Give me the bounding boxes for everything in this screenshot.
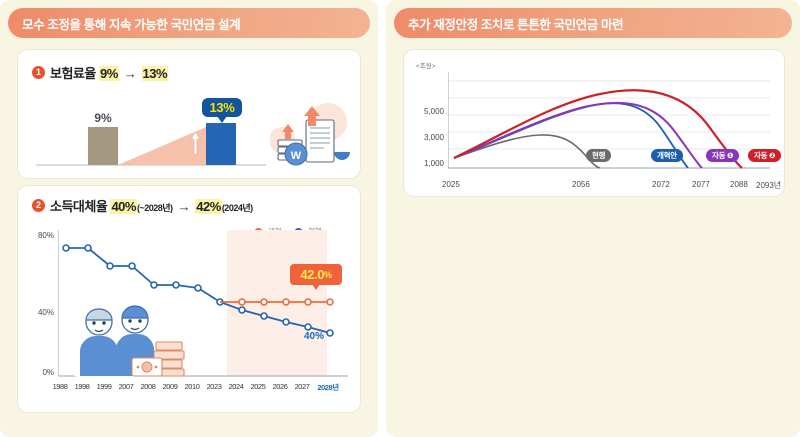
x-tick-2010: 2010 bbox=[184, 382, 200, 391]
card2-caption: 2 소득대체율 40%(~2028년) → 42%(2024년) bbox=[32, 196, 253, 215]
ramp-shape bbox=[118, 127, 206, 165]
series-auto1-curve bbox=[453, 101, 703, 169]
income-replacement-plot bbox=[58, 230, 348, 378]
card2-value-to-note: (2024년) bbox=[221, 203, 253, 213]
card1-value-from: 9% bbox=[98, 66, 119, 81]
x-tick-2024: 2024 bbox=[228, 382, 244, 391]
y-axis-label-0: 0% bbox=[42, 368, 54, 377]
pill-auto-2: 자동 ❷ bbox=[748, 149, 782, 162]
card2-value-from: 40% bbox=[110, 199, 137, 214]
bar-callout-13: 13% bbox=[202, 98, 242, 123]
card1-caption: 1 보험료율 9% → 13% bbox=[32, 63, 169, 82]
card-contribution-rate: 1 보험료율 9% → 13% 9% 13% bbox=[18, 50, 360, 178]
right-panel-header: 추가 재정안정 조치로 튼튼한 국민연금 마련 bbox=[394, 8, 792, 38]
x-tick-2077-proj: 2077 bbox=[692, 180, 710, 189]
x-tick-2025-proj: 2025 bbox=[442, 180, 460, 189]
series-current-curve bbox=[453, 134, 601, 169]
x-tick-2026: 2026 bbox=[272, 382, 288, 391]
card2-number-badge: 2 bbox=[32, 199, 45, 212]
pill-current: 현행 bbox=[586, 149, 612, 162]
left-panel: 모수 조정을 통해 지속 가능한 국민연금 설계 1 보험료율 9% → 13%… bbox=[0, 0, 378, 437]
up-arrow-icon bbox=[190, 132, 201, 154]
y-axis-label-80: 80% bbox=[37, 231, 54, 240]
x-tick-2027: 2027 bbox=[294, 382, 310, 391]
bar-current-9 bbox=[88, 127, 118, 165]
x-tick-2009: 2009 bbox=[162, 382, 178, 391]
right-panel: 추가 재정안정 조치로 튼튼한 국민연금 마련 <조원> 5,000 3,000… bbox=[386, 0, 800, 437]
elderly-couple-illustration bbox=[68, 305, 185, 378]
card-fund-projection: <조원> 5,000 3,000 1,000 bbox=[404, 50, 784, 196]
series-reform-points bbox=[238, 298, 334, 306]
assumptions-list: 현 행 : 보험료율 9%, 소득대체율 40% 개혁안 : 보험료율 13%,… bbox=[782, 200, 800, 290]
callout-current-40: 40% bbox=[304, 331, 325, 342]
card-income-replacement-rate: 2 소득대체율 40%(~2028년) → 42%(2024년) 개혁 현행 bbox=[18, 186, 360, 412]
x-tick-2088-proj: 2088 bbox=[730, 180, 748, 189]
card2-arrow: → bbox=[177, 199, 191, 214]
x-tick-1998: 1998 bbox=[74, 382, 90, 391]
y-tick-1000: 1,000 bbox=[423, 159, 444, 168]
y-tick-3000: 3,000 bbox=[423, 133, 444, 142]
finance-illustration: W bbox=[270, 103, 350, 166]
card2-value-to: 42% bbox=[195, 199, 222, 214]
series-auto2-curve bbox=[453, 89, 743, 169]
bar-reform-13 bbox=[206, 123, 236, 165]
x-tick-1988: 1988 bbox=[52, 382, 68, 391]
x-tick-1999: 1999 bbox=[96, 382, 112, 391]
card1-title: 보험료율 9% → 13% bbox=[50, 63, 169, 82]
y-axis-label-40: 40% bbox=[37, 308, 54, 317]
card1-number-badge: 1 bbox=[32, 66, 45, 79]
right-panel-header-text: 추가 재정안정 조치로 튼튼한 국민연금 마련 bbox=[408, 17, 624, 32]
pill-auto-1: 자동 ❶ bbox=[706, 149, 740, 162]
chart-unit-label: <조원> bbox=[416, 63, 436, 70]
left-panel-header-text: 모수 조정을 통해 지속 가능한 국민연금 설계 bbox=[22, 17, 241, 32]
svg-text:W: W bbox=[291, 150, 302, 162]
card1-title-label: 보험료율 bbox=[50, 66, 96, 81]
fund-projection-plot bbox=[448, 72, 770, 169]
x-tick-2056-proj: 2056 bbox=[572, 180, 590, 189]
y-tick-5000: 5,000 bbox=[423, 107, 444, 116]
x-tick-2093-proj: 2093년 bbox=[756, 181, 782, 190]
bar-label-9: 9% bbox=[94, 111, 112, 125]
pill-reform: 개혁안 bbox=[651, 149, 683, 162]
card2-title: 소득대체율 40%(~2028년) → 42%(2024년) bbox=[50, 196, 253, 215]
x-tick-2072-proj: 2072 bbox=[652, 180, 670, 189]
series-current-points bbox=[62, 244, 334, 337]
card1-arrow: → bbox=[123, 66, 137, 81]
x-tick-2023: 2023 bbox=[206, 382, 222, 391]
callout-reform-42: 42.0% bbox=[290, 264, 342, 290]
x-tick-2025: 2025 bbox=[250, 382, 266, 391]
x-tick-2028: 2028년 bbox=[317, 383, 339, 392]
card2-title-label: 소득대체율 bbox=[50, 199, 108, 214]
x-tick-2008: 2008 bbox=[140, 382, 156, 391]
card2-value-from-note: (~2028년) bbox=[136, 203, 173, 213]
card1-value-to: 13% bbox=[141, 66, 169, 81]
x-tick-2007: 2007 bbox=[118, 382, 134, 391]
left-panel-header: 모수 조정을 통해 지속 가능한 국민연금 설계 bbox=[8, 8, 370, 38]
